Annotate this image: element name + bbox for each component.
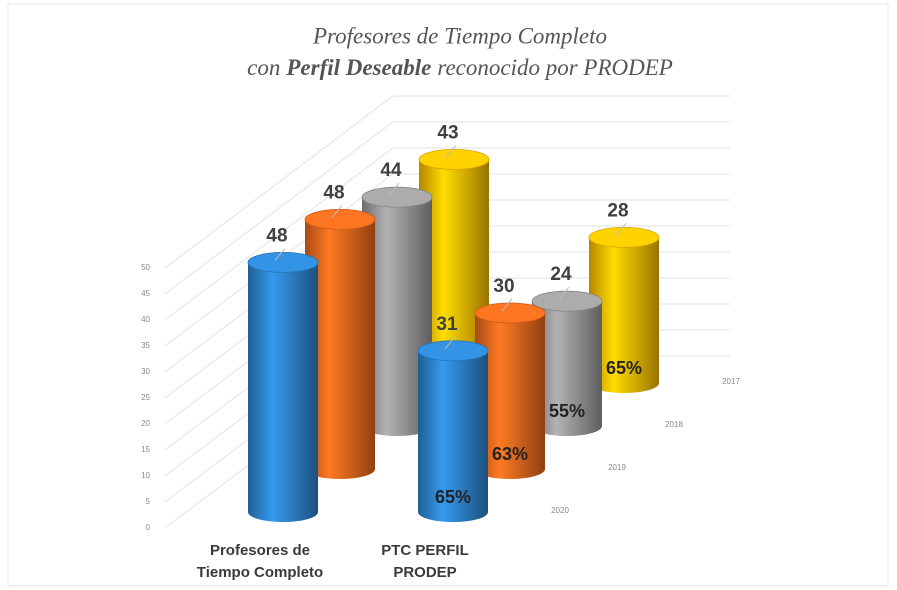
cylinder [588,226,660,393]
y-tick-label: 40 [141,315,150,324]
leader-line [445,145,457,158]
series-label: 2017 [722,377,740,386]
y-tick-label: 20 [141,419,150,428]
cylinder-top [361,186,433,208]
value-label: 31 [436,314,458,335]
percent-label: 63% [492,444,528,464]
title-part: reconocido por PRODEP [437,55,672,80]
value-label: 44 [380,160,402,181]
cylinder-body [419,159,489,393]
value-label: 48 [323,182,344,203]
y-tick-label: 50 [141,263,150,272]
cylinder [418,148,490,393]
cylinder-top [474,302,546,324]
cylinder [247,251,319,522]
leader-line [331,205,343,218]
cylinder-top [588,226,660,248]
value-label: 24 [550,264,572,285]
y-tick-label: 5 [146,497,151,506]
title-part: Perfil Deseable [285,55,431,80]
leader-line [615,223,627,236]
cylinder-top [531,290,603,312]
leader-line [388,182,400,196]
y-tick-label: 35 [141,341,150,350]
cylinder-body [589,237,659,393]
cylinder [304,208,376,479]
value-label: 48 [266,225,287,246]
grid-line [164,95,730,269]
cylinder-body [362,197,432,436]
cylinder [361,186,433,436]
cylinder-top [417,340,489,362]
series-label: 2019 [608,463,626,472]
category-label: PTC PERFIL PRODEP [381,542,469,581]
cylinder-top [304,208,376,230]
y-tick-label: 25 [141,393,150,402]
grid-line [164,121,730,295]
cylinder-body [475,313,545,479]
cylinder [417,340,489,522]
cylinder-body [532,301,602,436]
value-label: 30 [493,276,514,297]
cylinder-body [418,350,488,522]
leader-line [501,298,513,312]
value-label: 43 [437,122,458,143]
y-tick-label: 30 [141,367,150,376]
leader-line [444,336,456,350]
value-label: 28 [607,200,628,221]
title-line: Profesores de Tiempo Completo [312,23,607,48]
series-label: 2018 [665,420,683,429]
y-tick-label: 10 [141,471,150,480]
title-part: con [247,55,280,80]
leader-line [274,248,286,261]
cylinder-top [247,251,319,273]
cylinder [474,302,546,479]
grid-line [164,173,730,347]
y-tick-label: 45 [141,289,150,298]
y-tick-label: 0 [146,523,151,532]
cylinder [531,290,603,436]
category-label: Profesores de Tiempo Completo [196,542,324,581]
percent-label: 65% [435,487,471,507]
cylinder-body [248,262,318,522]
cylinder-top [418,148,490,170]
title-line: con Perfil Deseable reconocido por PRODEP [247,55,673,80]
y-tick-label: 15 [141,445,150,454]
grid-line [164,147,730,321]
leader-line [558,286,570,300]
frame [7,3,889,587]
percent-label: 55% [549,401,585,421]
percent-label: 65% [606,358,642,378]
series-label: 2020 [551,506,569,515]
cylinder-body [305,219,375,479]
